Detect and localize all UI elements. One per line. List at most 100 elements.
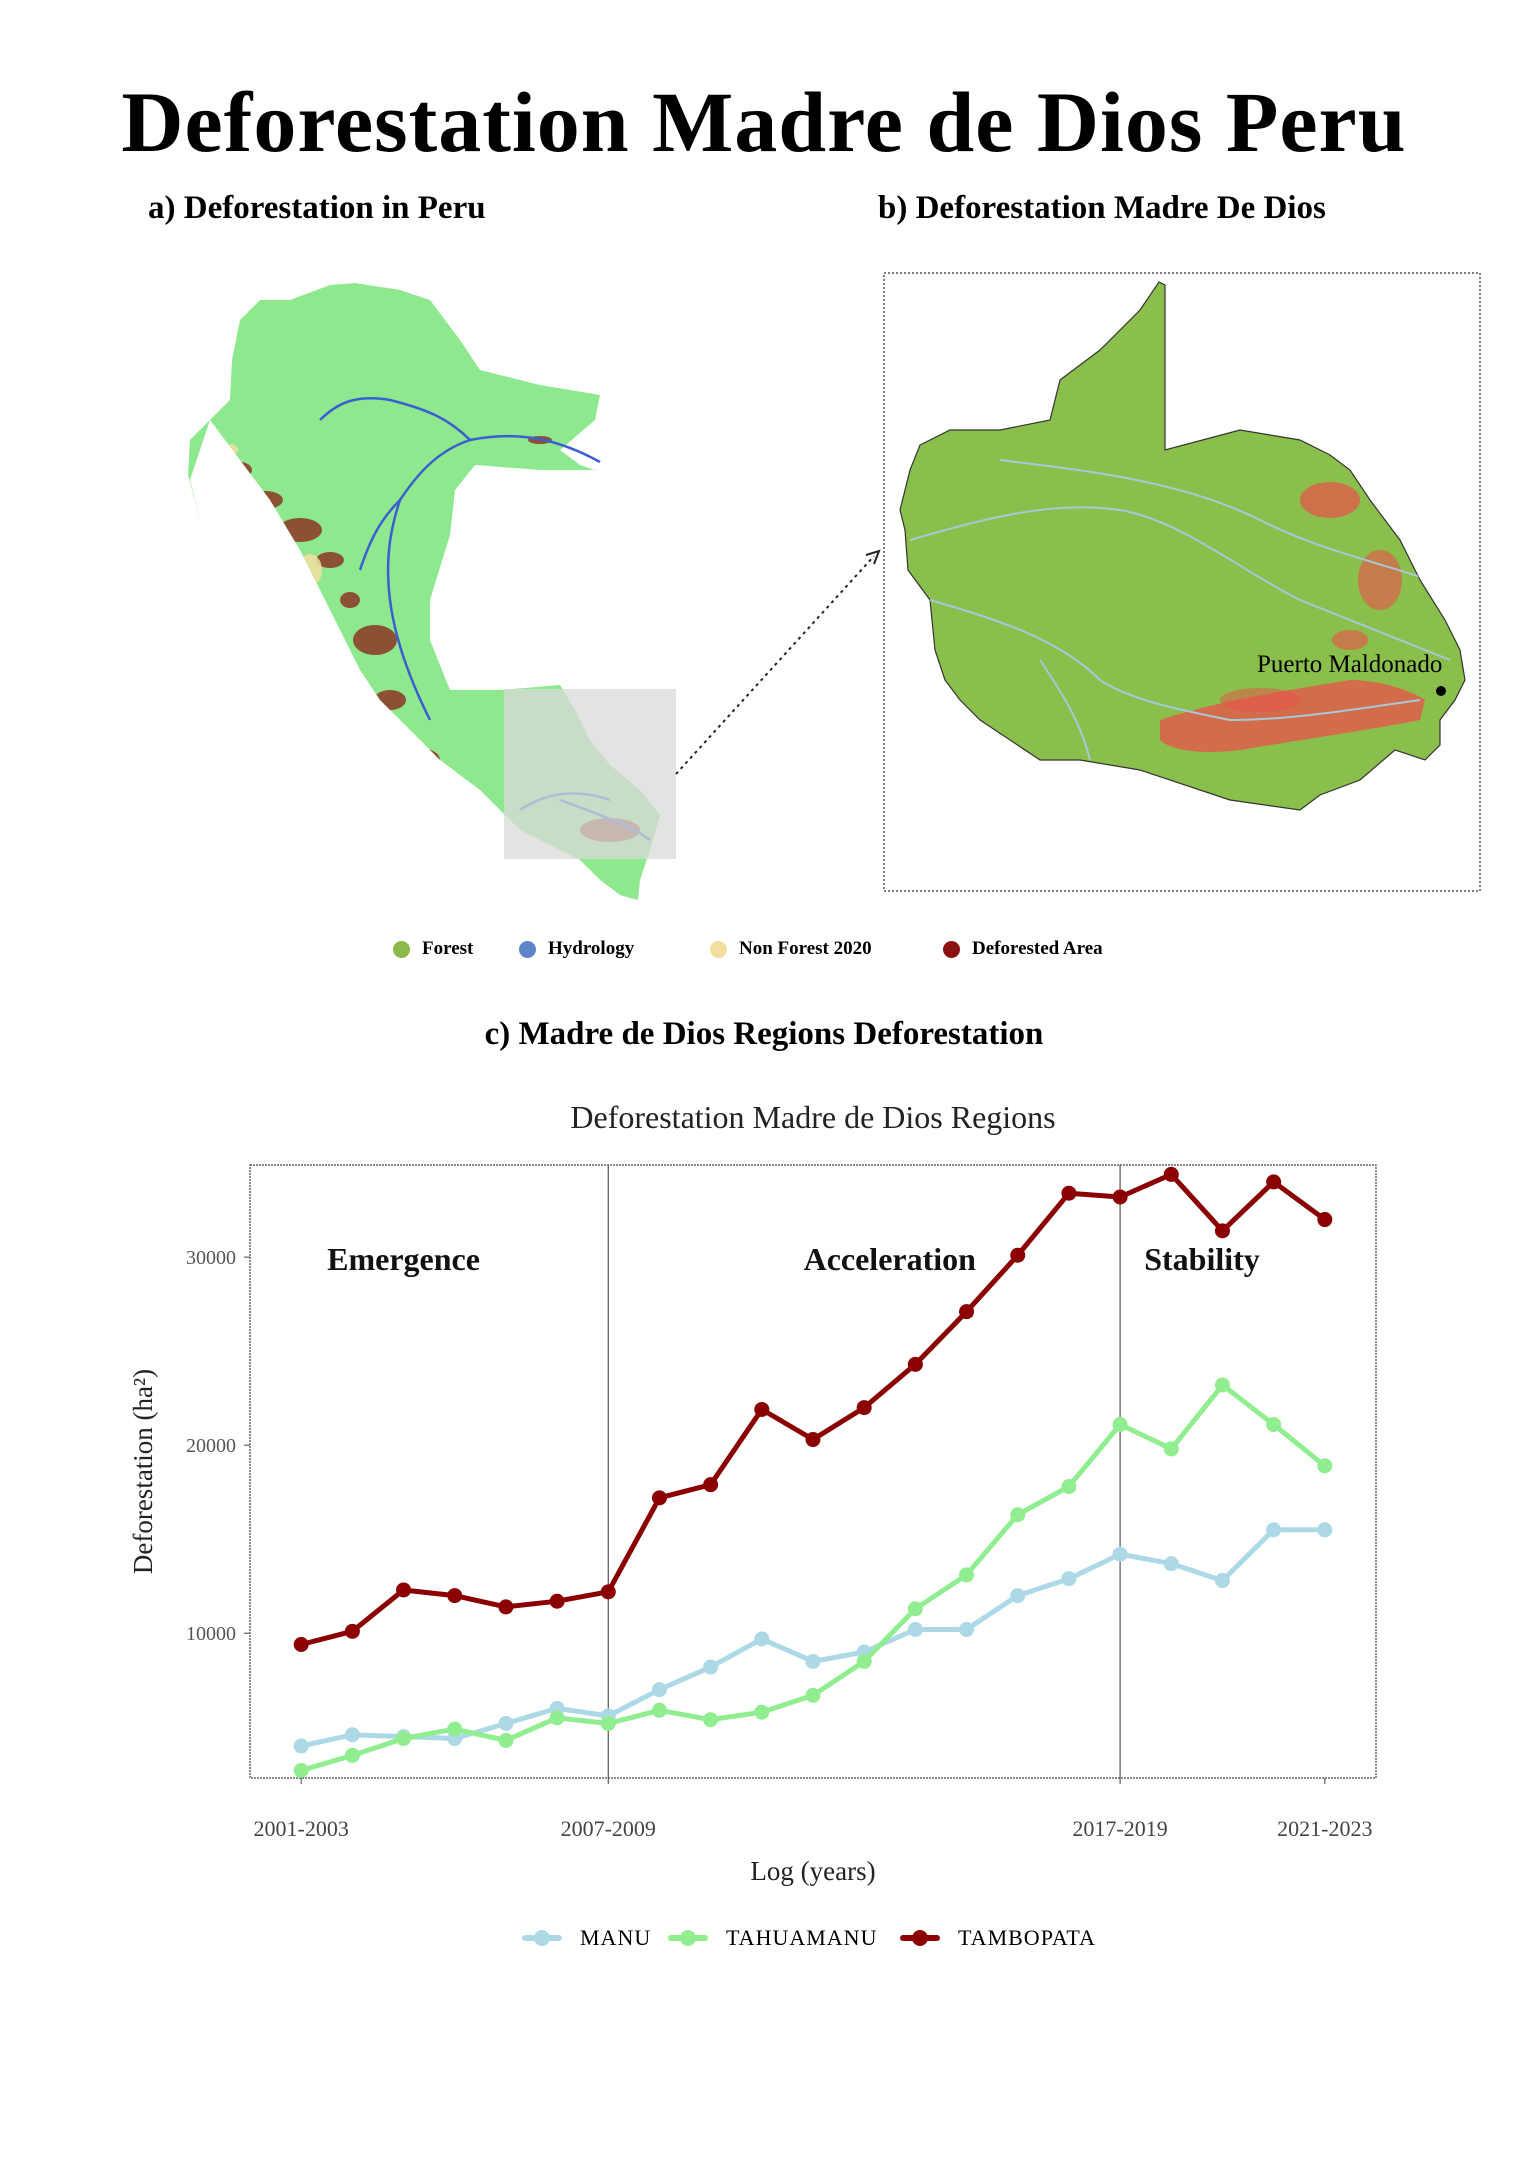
point-tahuamanu-8	[703, 1712, 719, 1728]
map-legend: Forest Hydrology Non Forest 2020 Defores…	[0, 938, 1528, 972]
mdd-map-frame	[883, 272, 1481, 892]
point-tambopata-10	[805, 1432, 821, 1448]
point-tambopata-11	[856, 1400, 872, 1416]
legend-manu-swatch	[522, 1930, 562, 1946]
panel-b-title: b) Deforestation Madre De Dios	[878, 190, 1326, 226]
point-manu-8	[703, 1659, 719, 1675]
point-tahuamanu-13	[959, 1567, 975, 1583]
point-tambopata-13	[959, 1304, 975, 1320]
point-tambopata-19	[1266, 1174, 1282, 1190]
main-title: Deforestation Madre de Dios Peru	[121, 74, 1407, 170]
point-tambopata-5	[549, 1593, 565, 1609]
panel-c-title: c) Madre de Dios Regions Deforestation	[484, 1016, 1044, 1052]
legend-forest: Forest	[393, 938, 473, 960]
point-tahuamanu-7	[651, 1702, 667, 1718]
legend-non-forest: Non Forest 2020	[710, 938, 872, 960]
phase-label-acceleration: Acceleration	[804, 1241, 977, 1277]
legend-deforested-dot	[943, 940, 960, 958]
point-manu-17	[1163, 1556, 1179, 1572]
point-tambopata-6	[600, 1584, 616, 1600]
point-manu-4	[498, 1715, 514, 1731]
x-tick-label-2017-2019: 2017-2019	[1072, 1816, 1167, 1841]
mdd-rivers	[909, 459, 1451, 761]
point-tambopata-4	[498, 1599, 514, 1615]
point-manu-10	[805, 1653, 821, 1669]
point-tahuamanu-15	[1061, 1479, 1077, 1495]
legend-tambopata-swatch	[900, 1930, 940, 1946]
panel-a-title: a) Deforestation in Peru	[148, 190, 486, 226]
point-manu-13	[959, 1621, 975, 1637]
point-tambopata-16	[1112, 1189, 1128, 1205]
mdd-forest-area	[899, 281, 1466, 811]
point-tambopata-17	[1163, 1166, 1179, 1182]
point-manu-1	[344, 1727, 360, 1743]
legend-hydrology-dot	[519, 940, 536, 958]
mdd-map: Puerto Maldonado	[899, 281, 1466, 811]
point-tahuamanu-5	[549, 1710, 565, 1726]
legend-forest-dot	[393, 940, 410, 958]
point-tambopata-18	[1214, 1223, 1230, 1239]
point-manu-20	[1317, 1522, 1333, 1538]
point-tambopata-2	[396, 1582, 412, 1598]
legend-hydrology: Hydrology	[519, 938, 634, 960]
point-tahuamanu-20	[1317, 1458, 1333, 1474]
point-manu-12	[907, 1621, 923, 1637]
legend-non-forest-dot	[710, 940, 727, 958]
point-tahuamanu-17	[1163, 1441, 1179, 1457]
legend-series-tahuamanu: TAHUAMANU	[668, 1925, 877, 1951]
x-tick-label-2001-2003: 2001-2003	[254, 1816, 349, 1841]
point-tambopata-12	[907, 1356, 923, 1372]
point-manu-15	[1061, 1571, 1077, 1587]
x-axis-label: Log (years)	[750, 1856, 875, 1886]
y-tick-label-30000: 30000	[186, 1247, 236, 1269]
point-tahuamanu-9	[754, 1704, 770, 1720]
point-manu-19	[1266, 1522, 1282, 1538]
point-manu-14	[1010, 1588, 1026, 1604]
point-tambopata-8	[703, 1477, 719, 1493]
phase-label-emergence: Emergence	[327, 1241, 480, 1277]
point-tambopata-9	[754, 1401, 770, 1417]
chart-legend: MANU TAHUAMANU TAMBOPATA	[0, 1925, 1528, 1965]
point-manu-16	[1112, 1546, 1128, 1562]
legend-series-tambopata: TAMBOPATA	[900, 1925, 1096, 1951]
puerto-maldonado-marker	[1436, 686, 1446, 696]
point-tambopata-1	[344, 1623, 360, 1639]
maps-figure: Puerto Maldonado	[188, 272, 1481, 900]
point-manu-0	[293, 1738, 309, 1754]
point-tahuamanu-11	[856, 1653, 872, 1669]
point-tahuamanu-0	[293, 1762, 309, 1778]
peru-map	[188, 283, 676, 900]
madre-de-dios-highlight	[504, 689, 676, 859]
y-tick-label-20000: 20000	[186, 1435, 236, 1457]
point-tambopata-3	[447, 1588, 463, 1604]
x-tick-label-2007-2009: 2007-2009	[561, 1816, 656, 1841]
arrow-head-icon	[865, 549, 881, 565]
legend-deforested: Deforested Area	[943, 938, 1103, 960]
legend-series-manu: MANU	[522, 1925, 651, 1951]
point-tahuamanu-6	[600, 1715, 616, 1731]
point-tahuamanu-18	[1214, 1377, 1230, 1393]
point-tahuamanu-3	[447, 1721, 463, 1737]
connector-arrow	[675, 555, 875, 775]
point-manu-7	[651, 1682, 667, 1698]
point-tahuamanu-1	[344, 1747, 360, 1763]
point-manu-9	[754, 1631, 770, 1647]
point-tahuamanu-10	[805, 1687, 821, 1703]
legend-forest-label: Forest	[422, 938, 474, 959]
puerto-maldonado-label: Puerto Maldonado	[1257, 651, 1442, 678]
y-tick-label-10000: 10000	[186, 1623, 236, 1645]
point-tahuamanu-2	[396, 1731, 412, 1747]
point-tambopata-15	[1061, 1185, 1077, 1201]
point-tahuamanu-12	[907, 1601, 923, 1617]
legend-manu-label: MANU	[580, 1925, 652, 1950]
y-axis-label: Deforestation (ha²)	[128, 1369, 158, 1574]
point-tahuamanu-14	[1010, 1507, 1026, 1523]
chart-title: Deforestation Madre de Dios Regions	[570, 1099, 1055, 1135]
point-manu-18	[1214, 1573, 1230, 1589]
legend-hydrology-label: Hydrology	[548, 938, 635, 959]
legend-tahuamanu-swatch	[668, 1930, 708, 1946]
phase-label-stability: Stability	[1144, 1241, 1260, 1277]
legend-tambopata-label: TAMBOPATA	[958, 1925, 1096, 1950]
point-tahuamanu-19	[1266, 1416, 1282, 1432]
